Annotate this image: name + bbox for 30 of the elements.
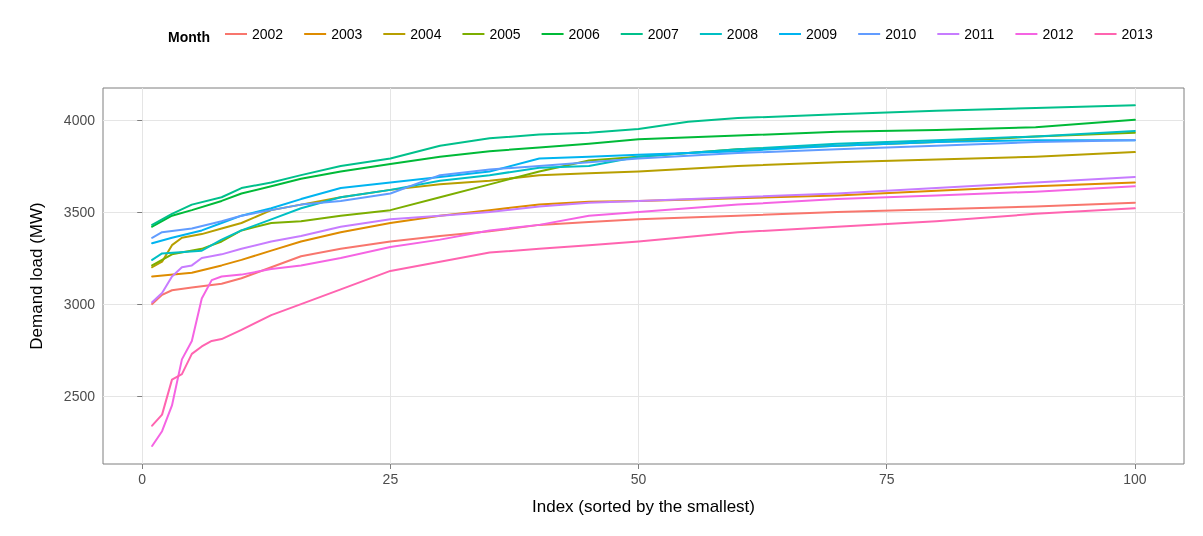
x-tick-label: 25	[382, 471, 399, 487]
line-series	[151, 151, 1136, 269]
x-tick-label: 100	[1123, 471, 1147, 487]
legend-label: 2007	[647, 26, 680, 42]
legend-label: 2008	[726, 26, 759, 42]
legend-label: 2003	[331, 26, 363, 42]
line-series	[151, 175, 1136, 304]
y-tick-label: 3000	[63, 296, 96, 313]
x-axis-title: Index (sorted by the smallest)	[532, 497, 755, 516]
legend-title: Month	[168, 29, 210, 45]
y-tick-label: 2500	[63, 388, 96, 405]
y-axis-title: Demand load (MW)	[27, 202, 46, 350]
x-tick-label: 50	[630, 471, 647, 487]
x-tick-label: 0	[138, 471, 147, 487]
y-tick-label: 3500	[63, 203, 96, 220]
line-series	[151, 207, 1136, 427]
legend-label: 2013	[1121, 26, 1153, 42]
legend-label: 2004	[410, 26, 442, 42]
legend-label: 2010	[885, 26, 917, 42]
legend-label: 2012	[1042, 26, 1074, 42]
legend-label: 2009	[806, 26, 838, 42]
line-series	[151, 185, 1136, 447]
y-tick-label: 4000	[63, 111, 96, 128]
legend-label: 2005	[489, 26, 521, 42]
line-series	[151, 181, 1136, 278]
legend-label: 2006	[568, 26, 600, 42]
legend-label: 2002	[252, 26, 284, 42]
line-series	[151, 201, 1136, 306]
x-tick-label: 75	[878, 471, 895, 487]
legend-label: 2011	[964, 26, 995, 42]
